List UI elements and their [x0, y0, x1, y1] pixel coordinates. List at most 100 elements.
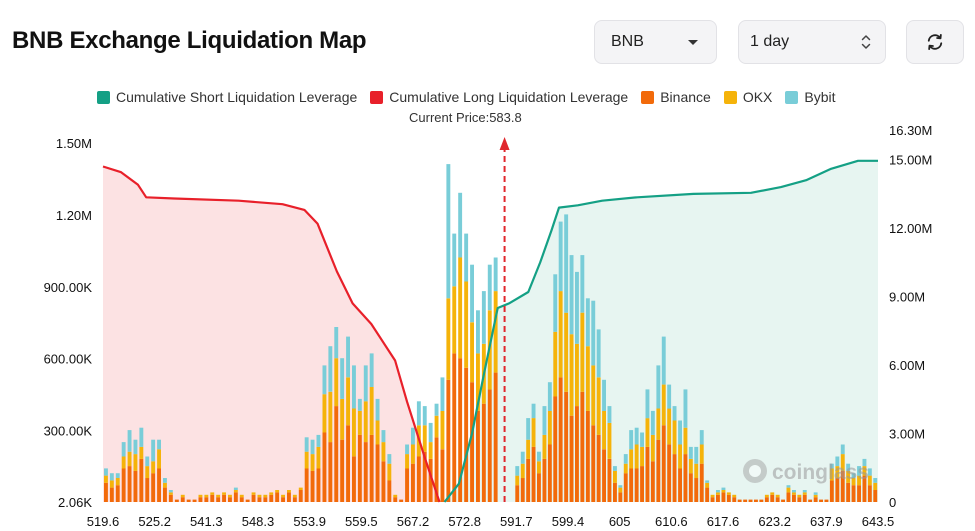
bar-right-21-bybit — [629, 430, 634, 450]
bar-left-47-okx — [381, 442, 386, 462]
bar-right-52-okx — [797, 494, 802, 498]
y-left-tick-label: 1.50M — [56, 136, 92, 151]
bar-left-66-binance — [493, 372, 498, 502]
bar-right-26-bybit — [656, 365, 661, 409]
bar-right-18-okx — [613, 470, 617, 483]
bar-left-10-binance — [163, 487, 167, 502]
bar-right-26-binance — [656, 439, 661, 502]
bar-right-24-binance — [645, 446, 650, 502]
bar-right-66-bybit — [873, 478, 878, 483]
bar-left-11-binance — [168, 494, 173, 502]
bar-right-18-binance — [613, 482, 617, 502]
bar-left-52-binance — [411, 463, 415, 502]
range-select[interactable]: 1 day — [738, 20, 886, 64]
bar-left-37-bybit — [322, 365, 327, 395]
bar-right-49-binance — [781, 499, 785, 502]
bar-left-29-binance — [275, 492, 280, 502]
bar-left-34-binance — [304, 468, 309, 502]
bar-left-46-okx — [375, 420, 380, 445]
bar-right-39-okx — [726, 492, 731, 495]
bar-right-3-binance — [531, 446, 536, 502]
bar-right-1-okx — [520, 463, 525, 479]
bar-right-20-okx — [623, 463, 628, 474]
bar-left-42-okx — [352, 408, 356, 457]
bar-right-11-bybit — [575, 271, 579, 344]
bar-right-54-binance — [808, 499, 813, 502]
legend-swatch — [641, 90, 655, 104]
bar-left-54-binance — [422, 451, 427, 502]
legend-item-okx[interactable]: OKX — [723, 89, 772, 105]
bar-left-0-bybit — [104, 468, 108, 476]
bar-left-15-binance — [192, 499, 197, 502]
bar-right-17-bybit — [607, 406, 612, 423]
bar-right-9-okx — [564, 312, 569, 392]
y-right-tick-label: 12.00M — [889, 221, 932, 236]
bar-left-11-bybit — [168, 490, 173, 493]
bar-right-56-binance — [819, 499, 823, 502]
bar-right-38-bybit — [721, 487, 726, 490]
bar-right-29-binance — [672, 454, 677, 502]
bar-left-11-okx — [168, 492, 173, 495]
bar-right-12-okx — [580, 312, 585, 392]
bar-right-51-okx — [792, 492, 796, 495]
bar-right-45-binance — [759, 499, 764, 502]
bar-left-5-bybit — [133, 439, 138, 455]
bar-right-12-bybit — [580, 255, 585, 313]
y-right-tick-label: 16.30M — [889, 123, 932, 138]
bar-right-7-okx — [553, 331, 558, 397]
bar-right-10-bybit — [569, 255, 574, 335]
bar-right-5-bybit — [542, 406, 547, 435]
bar-right-36-okx — [710, 494, 715, 498]
bar-right-10-okx — [569, 334, 574, 416]
bar-right-24-okx — [645, 418, 650, 447]
bar-left-30-binance — [281, 497, 285, 502]
legend-item-bybit[interactable]: Bybit — [785, 89, 836, 105]
bar-left-22-binance — [233, 492, 238, 502]
legend-item-long[interactable]: Cumulative Long Liquidation Leverage — [370, 89, 628, 105]
y-left-tick-label: 300.00K — [44, 424, 93, 439]
bar-left-3-bybit — [121, 442, 126, 457]
y-right-tick-label: 6.00M — [889, 358, 925, 373]
bar-left-51-okx — [405, 454, 409, 469]
bar-left-58-bybit — [446, 164, 451, 299]
bar-right-38-binance — [721, 492, 726, 502]
bar-left-63-okx — [476, 353, 480, 411]
bar-left-6-bybit — [139, 427, 144, 447]
bar-right-18-bybit — [613, 466, 617, 471]
watermark-text: coinglass — [772, 461, 869, 484]
symbol-select[interactable]: BNB — [594, 20, 717, 64]
legend-swatch — [370, 90, 384, 104]
bar-left-53-bybit — [416, 401, 421, 426]
bar-right-5-okx — [542, 434, 547, 459]
bar-left-38-binance — [328, 442, 333, 502]
bar-left-26-okx — [257, 494, 262, 498]
bar-left-26-binance — [257, 497, 262, 502]
bar-left-40-okx — [340, 398, 345, 440]
bar-right-50-okx — [786, 487, 791, 493]
bar-right-14-bybit — [591, 300, 596, 366]
bar-right-30-bybit — [678, 420, 682, 445]
bar-right-37-binance — [716, 494, 720, 502]
bar-right-31-bybit — [683, 389, 688, 428]
bar-right-50-bybit — [786, 485, 791, 488]
legend-item-binance[interactable]: Binance — [641, 89, 711, 105]
bar-right-38-okx — [721, 490, 726, 493]
bar-left-17-okx — [204, 494, 209, 498]
refresh-button[interactable] — [906, 20, 964, 64]
x-tick-label: 525.2 — [138, 514, 171, 529]
bar-right-27-bybit — [661, 336, 666, 385]
bar-right-35-bybit — [705, 480, 710, 483]
bar-right-17-binance — [607, 458, 612, 502]
bar-right-13-bybit — [585, 298, 590, 347]
bar-left-61-bybit — [464, 233, 469, 282]
bar-right-59-binance — [835, 478, 840, 502]
bar-left-41-okx — [346, 377, 350, 426]
legend-item-short[interactable]: Cumulative Short Liquidation Leverage — [97, 89, 357, 105]
bar-right-59-bybit — [835, 456, 840, 467]
bar-left-7-bybit — [145, 456, 150, 467]
bar-right-33-binance — [694, 478, 699, 502]
bar-left-13-binance — [180, 497, 185, 502]
bar-left-51-bybit — [405, 444, 409, 455]
bar-left-39-okx — [334, 358, 339, 407]
bar-left-4-okx — [127, 451, 132, 467]
